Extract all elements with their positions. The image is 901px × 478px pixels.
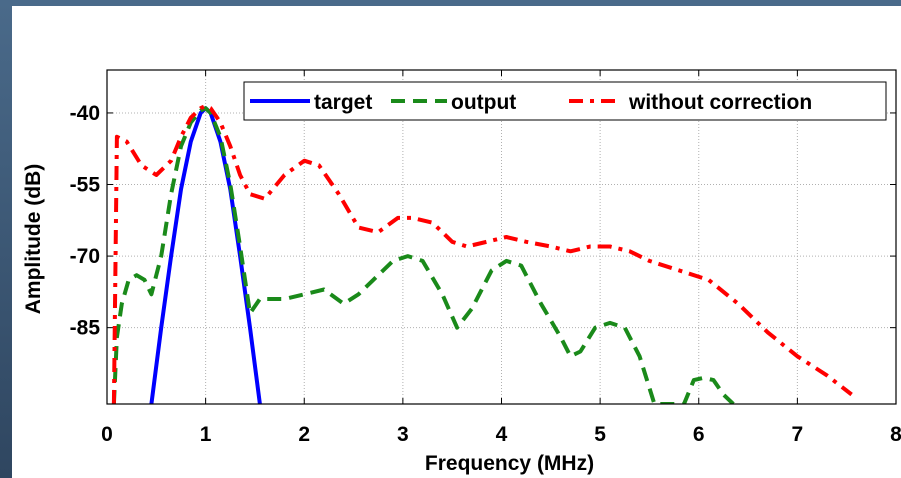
legend-box <box>243 81 887 121</box>
x-axis-label: Frequency (MHz) <box>425 452 594 475</box>
x-tick-label: 5 <box>594 423 606 446</box>
series-line-output <box>111 106 735 404</box>
axes-box <box>106 69 897 405</box>
legend: target output without correction <box>243 81 887 121</box>
legend-label: without correction <box>628 91 812 114</box>
legend-label: target <box>314 91 372 114</box>
x-tick-label: 8 <box>890 423 901 446</box>
x-tick-label: 4 <box>496 423 508 446</box>
y-tick-label: -85 <box>70 317 101 340</box>
x-tick-label: 0 <box>101 423 113 446</box>
x-tick-label: 3 <box>397 423 409 446</box>
legend-label: output <box>451 91 516 114</box>
x-tick-label: 6 <box>693 423 705 446</box>
series-group <box>111 103 853 404</box>
series-line-without-correction <box>111 103 853 404</box>
y-axis-label: Amplitude (dB) <box>22 164 45 314</box>
x-tick-label: 2 <box>298 423 310 446</box>
x-tick-label: 7 <box>792 423 804 446</box>
x-tick-label: 1 <box>200 423 212 446</box>
y-tick-label: -40 <box>70 102 100 125</box>
y-tick-label: -55 <box>70 174 101 197</box>
y-tick-label: -70 <box>70 245 100 268</box>
